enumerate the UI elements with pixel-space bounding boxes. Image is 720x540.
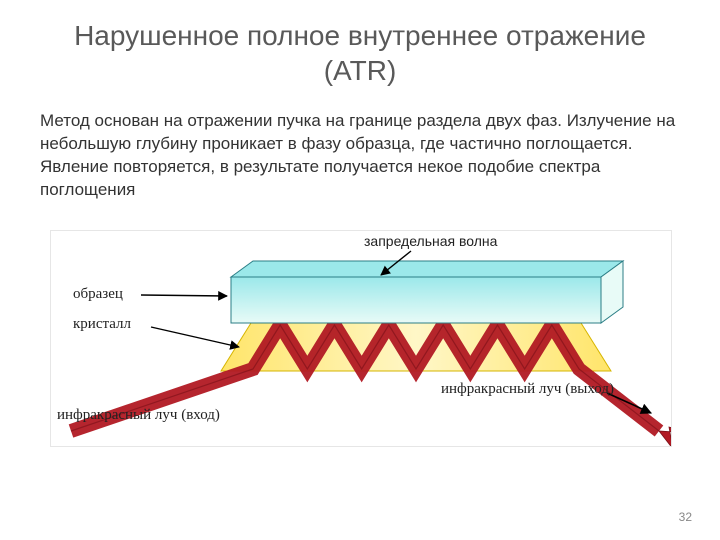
label-crystal: кристалл <box>73 316 131 333</box>
slide-body: Метод основан на отражении пучка на гран… <box>40 110 680 202</box>
atr-diagram: запредельная волна образец кристалл инфр… <box>50 230 672 447</box>
label-evanescent-wave: запредельная волна <box>364 233 497 249</box>
page-number: 32 <box>679 510 692 524</box>
slide-title: Нарушенное полное внутреннее отражение (… <box>0 18 720 88</box>
label-ir-in: инфракрасный луч (вход) <box>57 407 220 424</box>
slide: Нарушенное полное внутреннее отражение (… <box>0 0 720 540</box>
label-sample: образец <box>73 286 123 303</box>
label-ir-out: инфракрасный луч (выход) <box>441 381 614 398</box>
